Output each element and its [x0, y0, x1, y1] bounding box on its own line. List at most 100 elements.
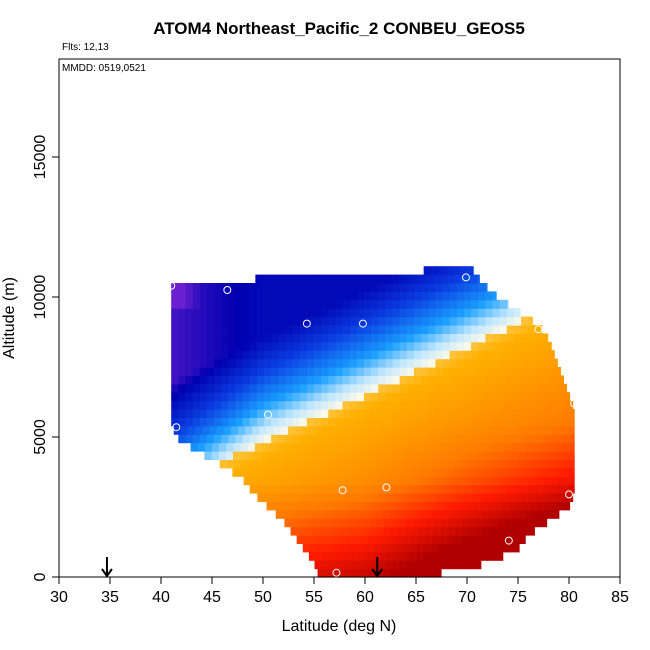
heatmap-cell [456, 367, 465, 376]
heatmap-cell [206, 409, 215, 418]
heatmap-cell [463, 484, 472, 494]
heatmap-cell [399, 341, 408, 351]
heatmap-cell [271, 375, 279, 385]
x-axis-label: Latitude (deg N) [282, 618, 397, 635]
heatmap-cell [526, 442, 534, 452]
heatmap-cell [314, 316, 322, 326]
heatmap-cell [185, 299, 194, 309]
heatmap-cell [342, 484, 351, 494]
heatmap-cell [346, 467, 355, 477]
heatmap-cell [460, 467, 469, 477]
heatmap-cell [192, 358, 201, 368]
heatmap-cell [197, 442, 206, 452]
heatmap-cell [378, 383, 386, 393]
heatmap-cell [440, 459, 449, 469]
heatmap-cell [435, 308, 444, 318]
heatmap-cell [405, 459, 414, 469]
heatmap-cell [278, 383, 287, 393]
heatmap-cell [206, 417, 215, 427]
heatmap-cell [540, 442, 549, 452]
heatmap-cell [443, 476, 452, 486]
heatmap-cell [185, 291, 194, 301]
heatmap-cell [385, 308, 394, 318]
heatmap-cell [509, 501, 518, 511]
heatmap-cell [241, 459, 249, 469]
heatmap-cell [452, 543, 461, 553]
heatmap-cell [371, 392, 379, 402]
heatmap-cell [478, 333, 486, 343]
heatmap-cell [464, 560, 473, 570]
heatmap-cell [221, 409, 229, 418]
heatmap-cell [413, 341, 422, 351]
heatmap-cell [344, 551, 353, 561]
heatmap-cell [485, 367, 494, 376]
heatmap-cell [228, 434, 237, 444]
x-tick-label: 70 [458, 589, 476, 606]
heatmap-cell [485, 316, 494, 326]
heatmap-cell [428, 484, 436, 494]
y-axis-label: Altitude (m) [1, 277, 18, 359]
heatmap-cell [485, 299, 494, 309]
heatmap-cell [499, 367, 508, 376]
heatmap-cell [254, 442, 263, 452]
heatmap-cell [268, 467, 276, 477]
heatmap-cell [554, 442, 563, 452]
heatmap-cell [349, 291, 358, 301]
heatmap-cell [348, 518, 357, 528]
heatmap-cell [469, 442, 477, 452]
heatmap-cell [209, 425, 218, 435]
heatmap-cell [314, 493, 323, 502]
heatmap-cell [373, 501, 382, 511]
heatmap-cell [418, 509, 427, 519]
heatmap-cell [328, 367, 337, 376]
heatmap-cell [380, 501, 389, 511]
heatmap-cell [410, 467, 419, 477]
heatmap-cell [549, 484, 558, 494]
heatmap-cell [178, 350, 187, 360]
heatmap-cell [349, 434, 358, 444]
heatmap-cell [335, 367, 344, 376]
heatmap-cell [563, 434, 572, 444]
heatmap-cell [399, 333, 408, 343]
heatmap-cell [349, 484, 358, 494]
heatmap-cell [371, 434, 379, 444]
heatmap-cell [292, 417, 301, 427]
heatmap-cell [306, 367, 315, 376]
heatmap-cell [185, 316, 194, 326]
heatmap-cell [206, 291, 215, 301]
heatmap-cell [525, 467, 533, 477]
heatmap-cell [299, 367, 308, 376]
heatmap-cell [542, 358, 551, 368]
heatmap-cell [378, 434, 386, 444]
heatmap-cell [342, 341, 351, 351]
heatmap-cell [306, 375, 315, 385]
heatmap-cell [192, 333, 201, 343]
heatmap-cell [542, 493, 551, 502]
heatmap-cell [226, 442, 235, 452]
heatmap-cell [411, 442, 420, 452]
heatmap-cell [392, 299, 401, 309]
heatmap-cell [459, 501, 468, 511]
heatmap-cell [228, 316, 237, 326]
heatmap-cell [506, 375, 515, 385]
heatmap-cell [521, 493, 530, 502]
heatmap-cell [455, 518, 464, 528]
heatmap-cell [450, 476, 459, 486]
heatmap-cell [292, 325, 301, 334]
heatmap-cell [371, 333, 379, 343]
heatmap-cell [475, 509, 484, 519]
heatmap-cell [413, 350, 422, 360]
heatmap-cell [256, 316, 265, 326]
heatmap-cell [542, 333, 549, 343]
heatmap-cell [178, 367, 187, 376]
heatmap-cell [440, 274, 449, 284]
heatmap-cell [240, 442, 249, 452]
heatmap-cell [400, 493, 408, 502]
heatmap-cell [312, 274, 321, 284]
heatmap-cell [471, 375, 479, 385]
heatmap-cell [549, 392, 558, 402]
heatmap-cell [317, 543, 325, 553]
heatmap-cell [392, 409, 401, 418]
heatmap-cell [228, 325, 237, 334]
heatmap-cell [392, 392, 401, 402]
